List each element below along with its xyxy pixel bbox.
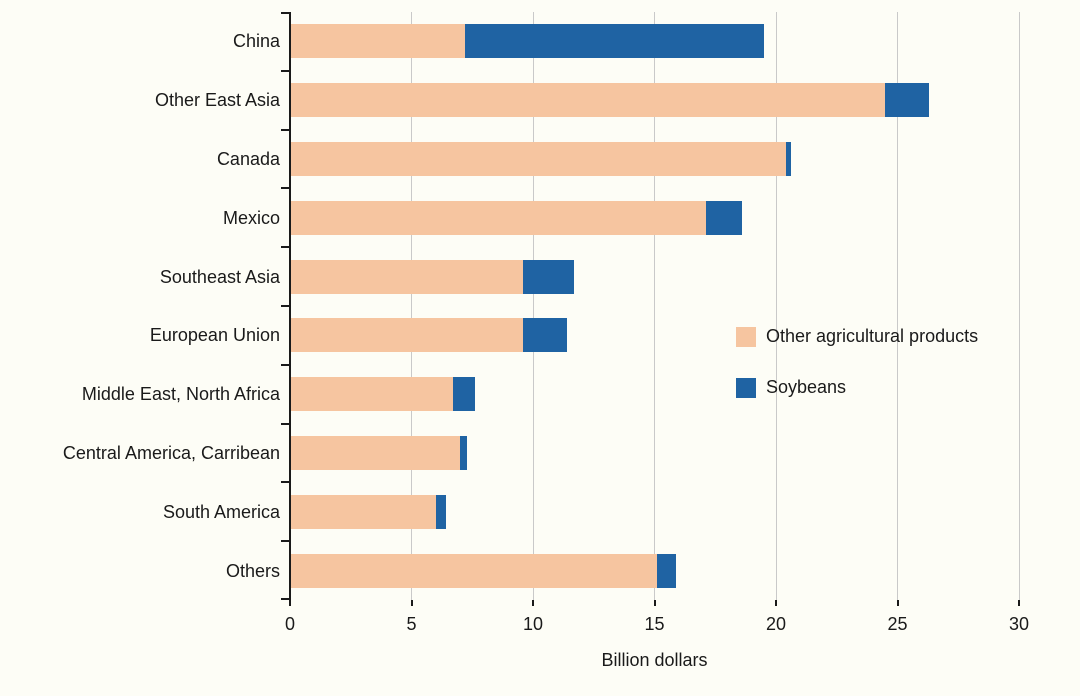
x-tick-label: 25 — [887, 614, 908, 634]
legend-swatch-other-agricultural-products — [736, 326, 756, 347]
category-label: China — [232, 31, 280, 52]
bar-segment-soybeans — [523, 259, 575, 294]
x-axis-tick — [532, 600, 534, 606]
gridline — [775, 12, 777, 600]
y-axis-tick — [281, 422, 289, 425]
category-label: Other East Asia — [154, 90, 280, 111]
category-label: Canada — [216, 149, 280, 169]
bar-segment-soybeans — [885, 83, 930, 118]
bar-segment-other-agricultural — [290, 200, 706, 235]
bar-segment-other-agricultural — [290, 553, 657, 588]
legend-swatch-soybeans — [736, 377, 756, 398]
bar-segment-other-agricultural — [290, 436, 461, 470]
y-axis-tick — [281, 128, 289, 131]
bar-segment-other-agricultural — [290, 142, 786, 176]
category-label: Middle East, North Africa — [81, 384, 280, 405]
bar-segment-soybeans — [785, 142, 791, 176]
plot-area — [281, 12, 1020, 600]
y-axis-tick — [281, 187, 289, 190]
bar-segment-soybeans — [523, 318, 567, 353]
gridline — [897, 12, 898, 600]
x-axis-title: Billion dollars — [601, 650, 708, 670]
legend-label-soybeans: Soybeans — [766, 377, 847, 397]
category-label: Central America, Carribean — [62, 443, 280, 463]
gridline — [411, 12, 412, 600]
x-axis-tick — [775, 600, 777, 606]
x-axis-tick — [1018, 600, 1020, 606]
bar-segment-soybeans — [460, 436, 468, 470]
category-label: South America — [162, 501, 280, 522]
x-axis-tick — [289, 600, 291, 606]
x-axis-tick — [410, 600, 413, 606]
bar-segment-soybeans — [464, 24, 764, 59]
category-label: European Union — [149, 325, 280, 346]
y-axis-tick — [281, 246, 289, 249]
x-tick-label: 10 — [522, 614, 544, 634]
bar-segment-other-agricultural — [290, 377, 453, 412]
category-label: Others — [225, 560, 280, 581]
y-axis-line — [289, 12, 291, 600]
x-tick-label: 5 — [406, 614, 417, 634]
bar-segment-other-agricultural — [290, 24, 465, 59]
gridline — [1018, 12, 1020, 600]
category-label: Mexico — [222, 207, 280, 228]
x-tick-label: 0 — [284, 614, 295, 634]
y-axis-tick — [281, 598, 289, 600]
gridline — [654, 12, 655, 600]
x-tick-label: 30 — [1008, 614, 1030, 634]
x-tick-label: 20 — [765, 614, 787, 634]
bar-segment-soybeans — [435, 494, 446, 529]
y-axis-tick — [281, 540, 289, 543]
bar-segment-soybeans — [705, 200, 742, 235]
bar-segment-other-agricultural — [290, 494, 436, 529]
x-axis-tick — [653, 600, 656, 606]
x-axis-tick — [896, 600, 899, 606]
legend-entry-soybeans: Soybeans — [736, 377, 978, 398]
y-axis-tick — [281, 481, 289, 484]
bar-segment-soybeans — [656, 553, 677, 588]
legend: Other agricultural products Soybeans — [736, 326, 978, 428]
x-tick-label: 15 — [644, 614, 665, 634]
category-label: Southeast Asia — [159, 266, 280, 287]
gridline — [532, 12, 534, 600]
bar-segment-other-agricultural — [290, 259, 524, 294]
legend-entry-other-agricultural-products: Other agricultural products — [736, 326, 978, 347]
legend-label-other-agricultural-products: Other agricultural products — [766, 326, 979, 346]
bar-segment-other-agricultural — [290, 83, 886, 118]
y-axis-tick — [281, 12, 289, 14]
bar-segment-other-agricultural — [290, 318, 524, 353]
y-axis-tick — [281, 305, 289, 307]
bar-segment-soybeans — [452, 377, 475, 412]
y-axis-tick — [281, 69, 289, 72]
y-axis-tick — [281, 363, 289, 366]
